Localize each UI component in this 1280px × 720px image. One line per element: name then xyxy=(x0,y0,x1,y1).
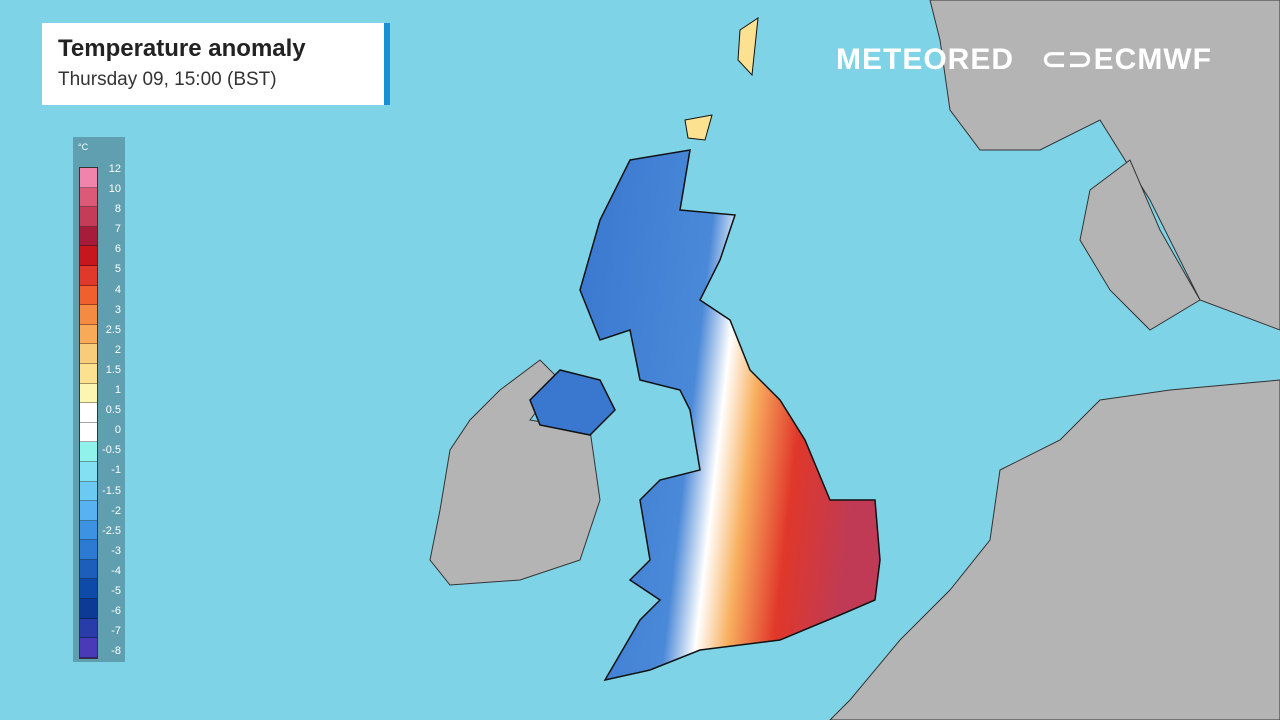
legend-label: 8 xyxy=(114,203,121,216)
legend-labels: 12 10 8 7 6 5 4 3 2.5 2 1.5 1 0.5 0 -0.5 -1 -1.5 -2 -2.5 -3… xyxy=(102,162,121,664)
orkney-islands xyxy=(684,114,713,141)
legend-unit: °C xyxy=(78,142,89,152)
legend-label: -3 xyxy=(111,544,121,557)
color-legend: °C 12 10 8 7 6 5 4 3 2.5 2 1.5 1 0.5 0 -0.5 -1 -1.5 -2 -2.… xyxy=(73,137,125,662)
legend-swatch xyxy=(80,422,97,443)
legend-label: 3 xyxy=(114,303,121,316)
legend-label: 10 xyxy=(108,183,121,196)
continent-land xyxy=(829,379,1280,720)
legend-label: -8 xyxy=(111,645,121,658)
legend-label: -7 xyxy=(111,625,121,638)
legend-label: -6 xyxy=(111,605,121,618)
branding: METEORED ⊂⊃ECMWF xyxy=(836,42,1248,77)
title-panel: Temperature anomaly Thursday 09, 15:00 (… xyxy=(42,23,390,105)
northern-ireland xyxy=(529,369,616,436)
legend-label: 4 xyxy=(114,283,121,296)
great-britain xyxy=(579,149,881,682)
legend-label: -2.5 xyxy=(102,524,121,537)
shetland-islands xyxy=(737,16,759,77)
legend-swatch xyxy=(80,305,97,325)
legend-swatch xyxy=(80,442,97,462)
legend-label: 2.5 xyxy=(105,323,121,336)
legend-label: 0 xyxy=(114,424,121,437)
legend-label: -4 xyxy=(111,564,121,577)
scandinavia-land xyxy=(929,0,1280,331)
legend-label: -2 xyxy=(111,504,121,517)
legend-label: 1 xyxy=(114,384,121,397)
legend-label: -5 xyxy=(111,584,121,597)
legend-swatch xyxy=(80,579,97,600)
legend-swatch xyxy=(80,501,97,521)
legend-label: 5 xyxy=(114,263,121,276)
legend-swatch xyxy=(80,481,97,502)
legend-label: -1.5 xyxy=(102,484,121,497)
legend-swatch xyxy=(80,540,97,560)
legend-label: 6 xyxy=(114,243,121,256)
legend-swatch xyxy=(80,324,97,345)
legend-label: 12 xyxy=(108,163,121,175)
map-title: Temperature anomaly xyxy=(58,35,306,62)
legend-label: 0.5 xyxy=(105,404,121,417)
legend-swatch xyxy=(80,246,97,266)
legend-swatch xyxy=(80,168,97,188)
legend-swatch xyxy=(80,265,97,286)
legend-swatch xyxy=(80,285,97,306)
denmark-land xyxy=(1079,159,1201,331)
meteored-logo: METEORED xyxy=(836,43,1015,76)
legend-label: -1 xyxy=(111,464,121,477)
legend-swatch xyxy=(80,520,97,541)
legend-swatch xyxy=(80,207,97,227)
legend-color-bar xyxy=(79,167,98,659)
legend-swatch xyxy=(80,344,97,364)
legend-label: 2 xyxy=(114,343,121,356)
ecmwf-logo: ⊂⊃ECMWF xyxy=(1041,43,1212,76)
legend-swatch xyxy=(80,403,97,423)
legend-swatch xyxy=(80,383,97,404)
legend-swatch xyxy=(80,599,97,619)
legend-swatch xyxy=(80,618,97,639)
legend-swatch xyxy=(80,363,97,384)
legend-label: 7 xyxy=(114,223,121,236)
legend-swatch xyxy=(80,461,97,482)
ecmwf-logo-text: ECMWF xyxy=(1093,43,1212,76)
legend-swatch xyxy=(80,187,97,208)
legend-swatch xyxy=(80,638,97,658)
legend-label: -0.5 xyxy=(102,444,121,457)
legend-swatch xyxy=(80,226,97,247)
map-subtitle: Thursday 09, 15:00 (BST) xyxy=(58,69,277,90)
legend-label: 1.5 xyxy=(105,363,121,376)
legend-swatch xyxy=(80,559,97,580)
